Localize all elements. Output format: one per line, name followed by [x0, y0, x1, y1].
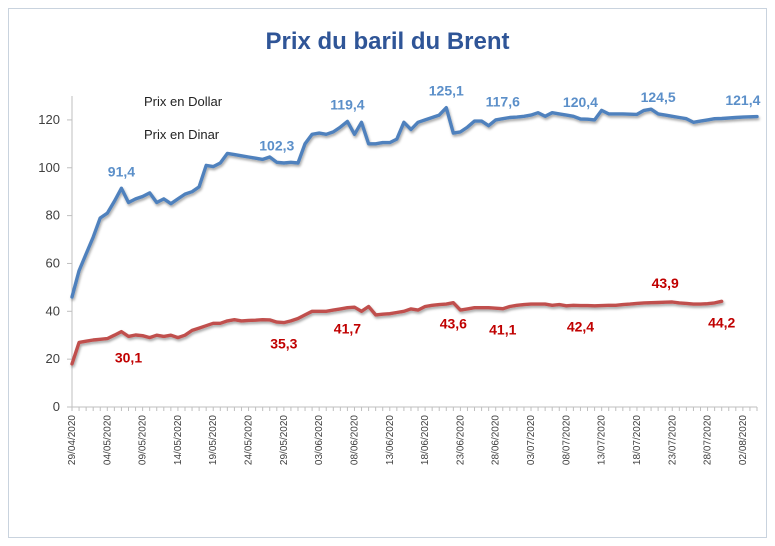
data-label: 41,7: [334, 321, 361, 337]
legend-label: Prix en Dollar: [144, 94, 223, 109]
series-layer: [70, 106, 759, 366]
chart-frame: [8, 8, 767, 538]
data-label: 91,4: [108, 163, 135, 179]
x-tick-label: 29/04/2020: [67, 415, 78, 465]
y-tick-label: 120: [38, 112, 60, 127]
y-tick-label: 80: [46, 208, 60, 223]
axes: 0 20 40 60 80 100 120 29/04/2020 04/05/2020 09/05…: [38, 96, 758, 465]
x-tick-label: 03/06/2020: [314, 415, 325, 465]
x-tick-label: 13/07/2020: [597, 415, 608, 465]
x-tick-label: 23/06/2020: [455, 415, 466, 465]
x-tick-label: 04/05/2020: [102, 415, 113, 465]
data-label: 121,4: [725, 92, 760, 108]
x-tick-label: 19/05/2020: [208, 415, 219, 465]
data-label: 30,1: [115, 349, 142, 365]
y-tick-label: 60: [46, 255, 60, 270]
x-tick-label: 08/07/2020: [561, 415, 572, 465]
x-tick-label: 03/07/2020: [526, 415, 537, 465]
x-tick-label: 02/08/2020: [738, 415, 749, 465]
data-label: 43,9: [652, 275, 679, 291]
data-labels: 91,4 102,3 119,4 125,1 117,6 120,4 124,5 121,4 3…: [108, 83, 761, 366]
data-label: 117,6: [486, 94, 520, 110]
data-label: 120,4: [563, 94, 598, 110]
x-tick-label: 08/06/2020: [349, 415, 360, 465]
y-tick-label: 100: [38, 160, 60, 175]
series-line: [70, 106, 759, 299]
data-label: 44,2: [708, 314, 735, 330]
data-label: 125,1: [429, 83, 464, 99]
y-tick-label: 20: [46, 351, 60, 366]
x-tick-label: 14/05/2020: [173, 415, 184, 465]
chart-title: Prix du baril du Brent: [265, 28, 510, 55]
x-tick-label: 09/05/2020: [138, 415, 149, 465]
x-tick-label: 29/05/2020: [279, 415, 290, 465]
data-label: 41,1: [489, 322, 516, 338]
x-tick-label: 28/06/2020: [491, 415, 502, 465]
x-tick-label: 18/07/2020: [632, 415, 643, 465]
y-tick-label: 0: [53, 399, 60, 414]
data-label: 119,4: [330, 96, 364, 112]
data-label: 35,3: [270, 336, 297, 352]
data-label: 43,6: [440, 316, 467, 332]
data-label: 42,4: [567, 319, 594, 335]
series-line: [70, 299, 724, 366]
x-tick-label: 18/06/2020: [420, 415, 431, 465]
legend-label: Prix en Dinar: [144, 127, 220, 142]
data-label: 124,5: [641, 89, 676, 105]
x-tick-label: 23/07/2020: [667, 415, 678, 465]
x-tick-label: 13/06/2020: [385, 415, 396, 465]
y-tick-label: 40: [46, 303, 60, 318]
x-tick-label: 28/07/2020: [703, 415, 714, 465]
x-tick-label: 24/05/2020: [244, 415, 255, 465]
legend: Prix en Dollar Prix en Dinar: [106, 94, 223, 142]
data-label: 102,3: [259, 137, 294, 153]
